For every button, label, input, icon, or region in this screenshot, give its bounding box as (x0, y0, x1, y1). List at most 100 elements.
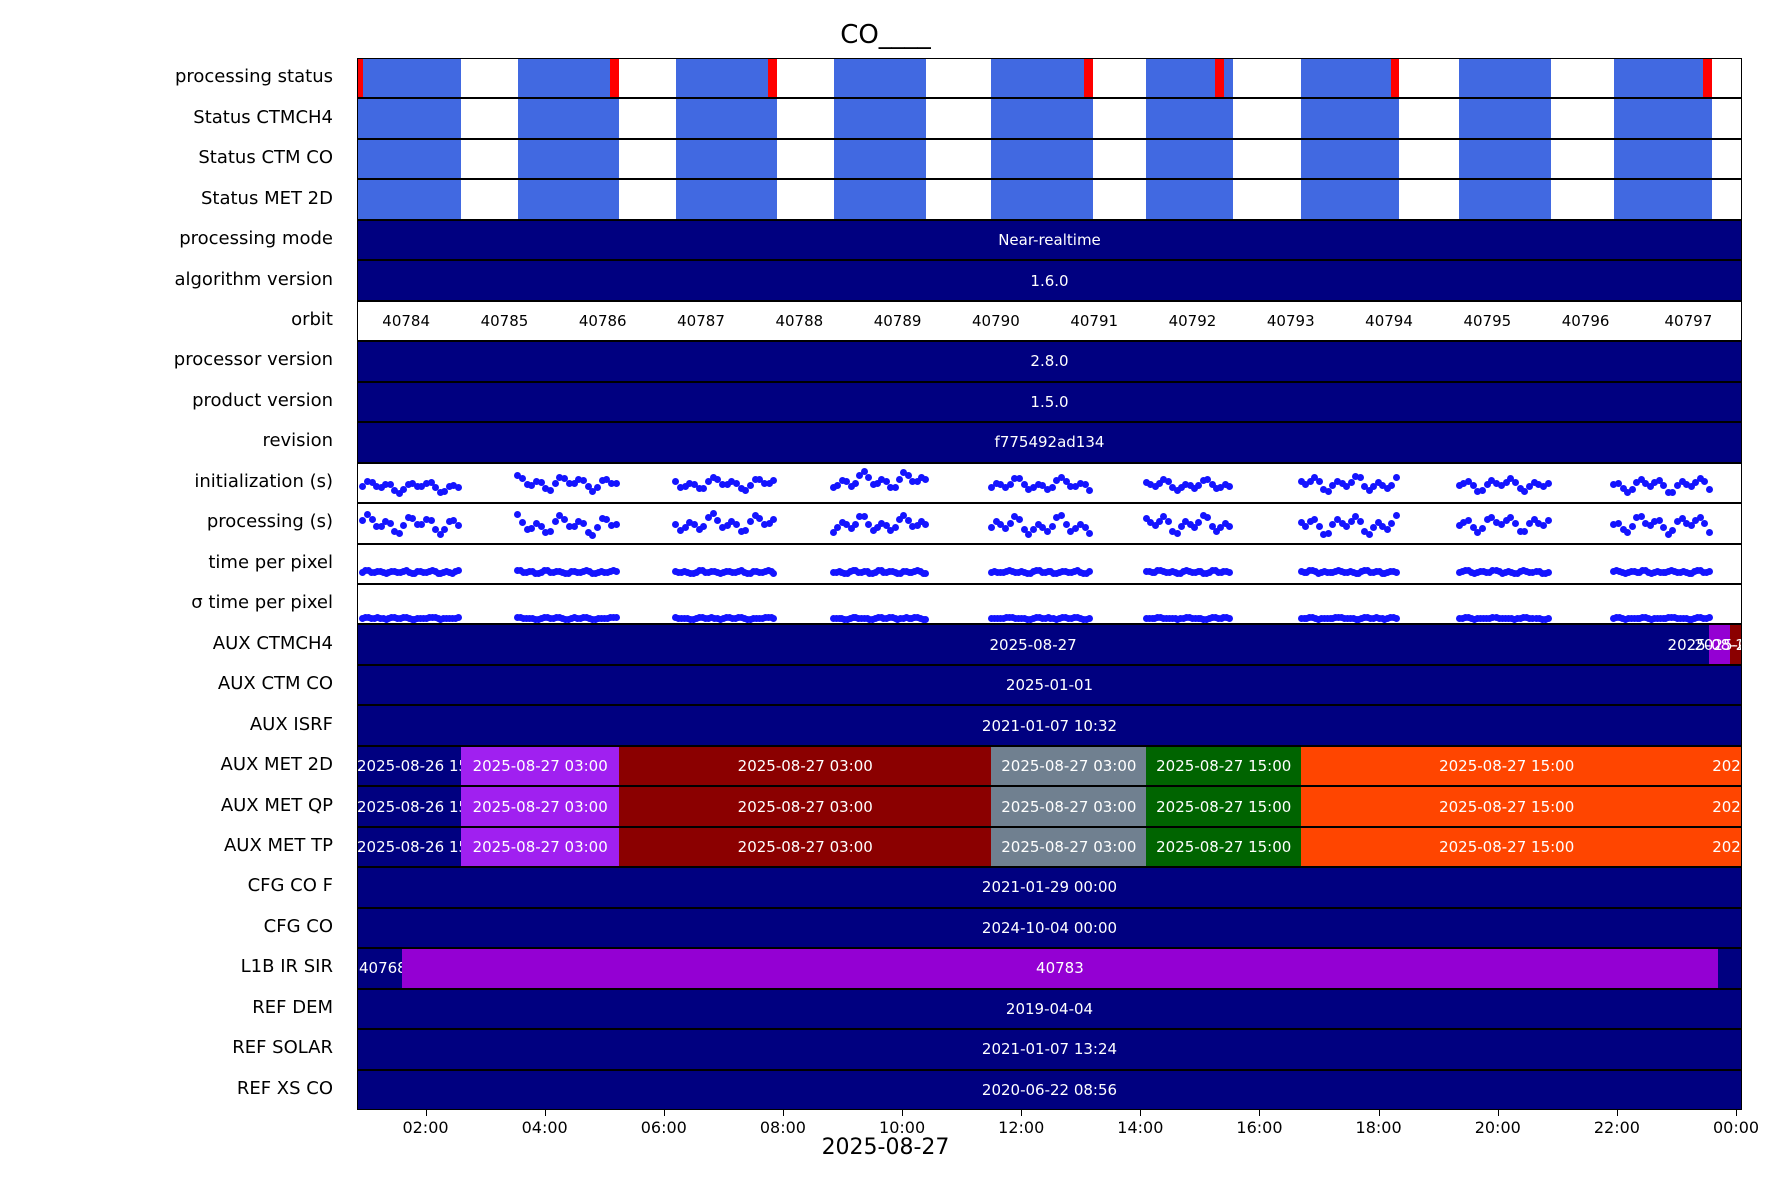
timeline-row-processing-s[interactable] (357, 503, 1742, 544)
timeline-segment[interactable] (1146, 180, 1233, 219)
timeline-segment[interactable] (461, 139, 518, 179)
timeline-row-processing-mode[interactable]: Near-realtime (357, 219, 1742, 261)
timeline-segment[interactable] (991, 139, 1093, 179)
timeline-segment[interactable] (1730, 625, 1742, 664)
timeline-segment[interactable] (675, 180, 777, 219)
timeline-row-ref-solar[interactable]: 2021-01-07 13:24 (357, 1029, 1742, 1070)
timeline-segment[interactable] (461, 99, 518, 138)
timeline-segment[interactable]: 2024-10-04 00:00 (357, 908, 1742, 948)
timeline-segment[interactable]: 40789 (848, 301, 947, 341)
timeline-segment[interactable] (619, 99, 676, 138)
timeline-segment[interactable] (925, 99, 992, 138)
timeline-segment[interactable] (517, 59, 611, 98)
timeline-segment[interactable]: 2025-08-27 15:00 (1146, 746, 1302, 786)
timeline-row-ref-dem[interactable]: 2019-04-04 (357, 988, 1742, 1030)
timeline-segment[interactable] (675, 59, 769, 98)
timeline-segment[interactable] (925, 139, 992, 179)
timeline-segment[interactable]: 2025-08-2 (1712, 746, 1742, 786)
timeline-plot-area[interactable]: Near-realtime 1.6.0 40784 40785 40786 40787 40… (357, 58, 1742, 1110)
timeline-row-aux-met-2d[interactable]: 2025-08-26 15:00 2025-08-27 03:00 2025-08-… (357, 745, 1742, 787)
timeline-segment[interactable]: 2025-01-01 (357, 665, 1742, 705)
timeline-segment[interactable]: 2025-08-27 15:00 (1301, 787, 1713, 826)
timeline-segment[interactable] (1223, 59, 1233, 98)
timeline-segment[interactable]: 40792 (1143, 301, 1242, 341)
timeline-row-revision[interactable]: f775492ad134 (357, 422, 1742, 463)
timeline-segment[interactable] (1301, 99, 1400, 138)
timeline-row-initialization-s[interactable] (357, 462, 1742, 504)
timeline-segment[interactable] (1399, 59, 1460, 98)
timeline-segment[interactable] (1301, 180, 1400, 219)
timeline-segment[interactable] (1399, 99, 1460, 138)
timeline-segment[interactable]: f775492ad134 (357, 423, 1742, 462)
timeline-segment[interactable]: 2025-08-27 03:00 (461, 746, 620, 786)
timeline-segment[interactable] (675, 99, 777, 138)
timeline-segment[interactable] (991, 59, 1084, 98)
timeline-segment[interactable] (357, 180, 462, 219)
timeline-row-status-ctm-co[interactable] (357, 138, 1742, 180)
timeline-segment[interactable] (517, 99, 620, 138)
timeline-segment[interactable] (619, 59, 676, 98)
timeline-segment[interactable] (925, 59, 992, 98)
timeline-segment[interactable] (776, 59, 834, 98)
timeline-segment[interactable]: 1.5.0 (357, 382, 1742, 422)
timeline-row-algorithm-version[interactable]: 1.6.0 (357, 260, 1742, 301)
timeline-segment[interactable]: 40783 (401, 949, 1719, 988)
timeline-segment[interactable] (1092, 99, 1147, 138)
timeline-segment[interactable] (1083, 59, 1093, 98)
timeline-segment[interactable] (357, 59, 363, 98)
timeline-segment[interactable]: 2021-01-29 00:00 (357, 868, 1742, 907)
timeline-segment[interactable]: 2025-08-27 03:00 (991, 787, 1147, 826)
timeline-row-aux-ctm-co[interactable]: 2025-01-01 (357, 664, 1742, 706)
timeline-segment[interactable] (833, 180, 926, 219)
timeline-segment[interactable]: 40785 (455, 301, 554, 341)
timeline-segment[interactable]: 40784 (357, 301, 456, 341)
timeline-segment[interactable] (1613, 139, 1713, 179)
timeline-segment[interactable] (1214, 59, 1224, 98)
timeline-segment[interactable] (1712, 139, 1742, 179)
timeline-segment[interactable] (1146, 59, 1215, 98)
timeline-segment[interactable]: 40797 (1634, 301, 1742, 341)
timeline-segment[interactable] (1146, 139, 1233, 179)
timeline-segment[interactable] (362, 59, 462, 98)
timeline-segment[interactable] (1092, 180, 1147, 219)
timeline-segment[interactable] (1301, 59, 1391, 98)
timeline-segment[interactable] (1232, 180, 1302, 219)
timeline-row-ref-xs-co[interactable]: 2020-06-22 08:56 (357, 1069, 1742, 1110)
timeline-segment[interactable]: 1.6.0 (357, 261, 1742, 300)
timeline-segment[interactable]: 40768 (357, 949, 402, 988)
timeline-segment[interactable] (1709, 625, 1731, 664)
timeline-row-orbit[interactable]: 40784 40785 40786 40787 40788 40789 40790 40791… (357, 300, 1742, 342)
timeline-segment[interactable] (1459, 139, 1552, 179)
timeline-segment[interactable]: 40786 (553, 301, 652, 341)
timeline-segment[interactable] (461, 59, 518, 98)
timeline-segment[interactable] (1232, 99, 1302, 138)
timeline-segment[interactable] (1092, 59, 1147, 98)
timeline-segment[interactable]: 40790 (946, 301, 1046, 341)
timeline-segment[interactable]: 2025-08-27 03:00 (991, 746, 1147, 786)
timeline-segment[interactable] (1712, 99, 1742, 138)
timeline-segment[interactable] (517, 139, 620, 179)
timeline-row-status-met-2d[interactable] (357, 179, 1742, 220)
timeline-segment[interactable] (1459, 180, 1552, 219)
timeline-row-aux-met-tp[interactable]: 2025-08-26 15:00 2025-08-27 03:00 2025-08-… (357, 826, 1742, 868)
timeline-segment[interactable]: 2025-08-26 15:00 (357, 746, 462, 786)
timeline-segment[interactable] (461, 180, 518, 219)
timeline-segment[interactable]: 2025-08-27 03:00 (619, 827, 992, 867)
timeline-row-processing-status[interactable] (357, 58, 1742, 99)
timeline-segment[interactable] (619, 180, 676, 219)
timeline-segment[interactable]: 2025-08-27 03:00 (991, 827, 1147, 867)
timeline-segment[interactable] (1613, 180, 1713, 219)
timeline-segment[interactable] (1301, 139, 1400, 179)
timeline-segment[interactable]: 2025-08-27 (357, 625, 1710, 664)
timeline-segment[interactable]: 2021-01-07 10:32 (357, 706, 1742, 745)
timeline-row-l1b-ir-sir[interactable]: 40768 40783 (357, 948, 1742, 989)
timeline-row-status-ctmch4[interactable] (357, 98, 1742, 139)
timeline-segment[interactable] (517, 180, 620, 219)
timeline-segment[interactable] (1613, 59, 1704, 98)
timeline-segment[interactable] (1092, 139, 1147, 179)
timeline-segment[interactable] (1399, 139, 1460, 179)
timeline-segment[interactable] (1551, 99, 1614, 138)
timeline-segment[interactable] (619, 139, 676, 179)
timeline-segment[interactable]: 2025-08-27 15:00 (1301, 746, 1713, 786)
